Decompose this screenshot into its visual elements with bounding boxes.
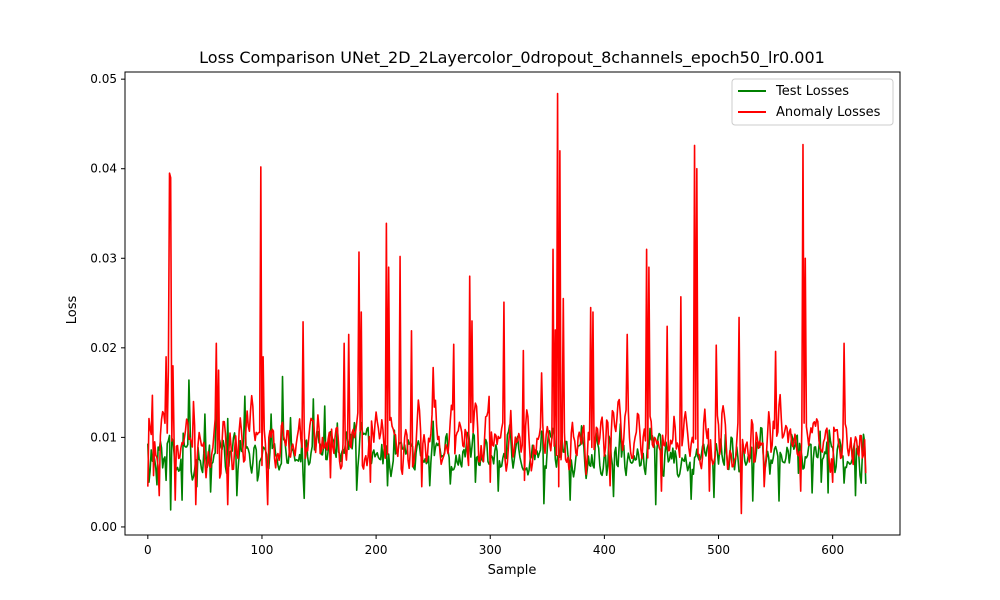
x-tick-label: 100: [251, 543, 274, 557]
series-line-0: [147, 375, 867, 511]
y-tick-label: 0.05: [90, 72, 117, 86]
legend-label-0: Test Losses: [775, 84, 849, 99]
y-tick-label: 0.03: [90, 251, 117, 265]
legend-label-1: Anomaly Losses: [776, 105, 881, 120]
y-tick-label: 0.01: [90, 430, 117, 444]
legend-box: [731, 78, 894, 126]
x-tick-label: 0: [144, 543, 152, 557]
x-tick-label: 500: [707, 543, 730, 557]
legend: Test Losses Anomaly Losses: [731, 78, 894, 126]
axes: 0 100 200 300 400 500 600 0.00 0.01 0.02 0.03 0.04 0…: [90, 71, 901, 557]
y-tick-label: 0.00: [90, 520, 117, 534]
plot-area: [147, 92, 867, 515]
x-tick-label: 200: [365, 543, 388, 557]
chart-title: Loss Comparison UNet_2D_2Layercolor_0dro…: [199, 48, 825, 68]
y-axis-label: Loss: [65, 296, 80, 325]
x-tick-label: 300: [479, 543, 502, 557]
series-line-1: [147, 92, 867, 515]
axes-frame: [124, 71, 901, 536]
x-tick-label: 600: [821, 543, 844, 557]
x-tick-label: 400: [593, 543, 616, 557]
x-axis-label: Sample: [488, 563, 537, 578]
y-tick-label: 0.02: [90, 341, 117, 355]
y-tick-label: 0.04: [90, 162, 117, 176]
